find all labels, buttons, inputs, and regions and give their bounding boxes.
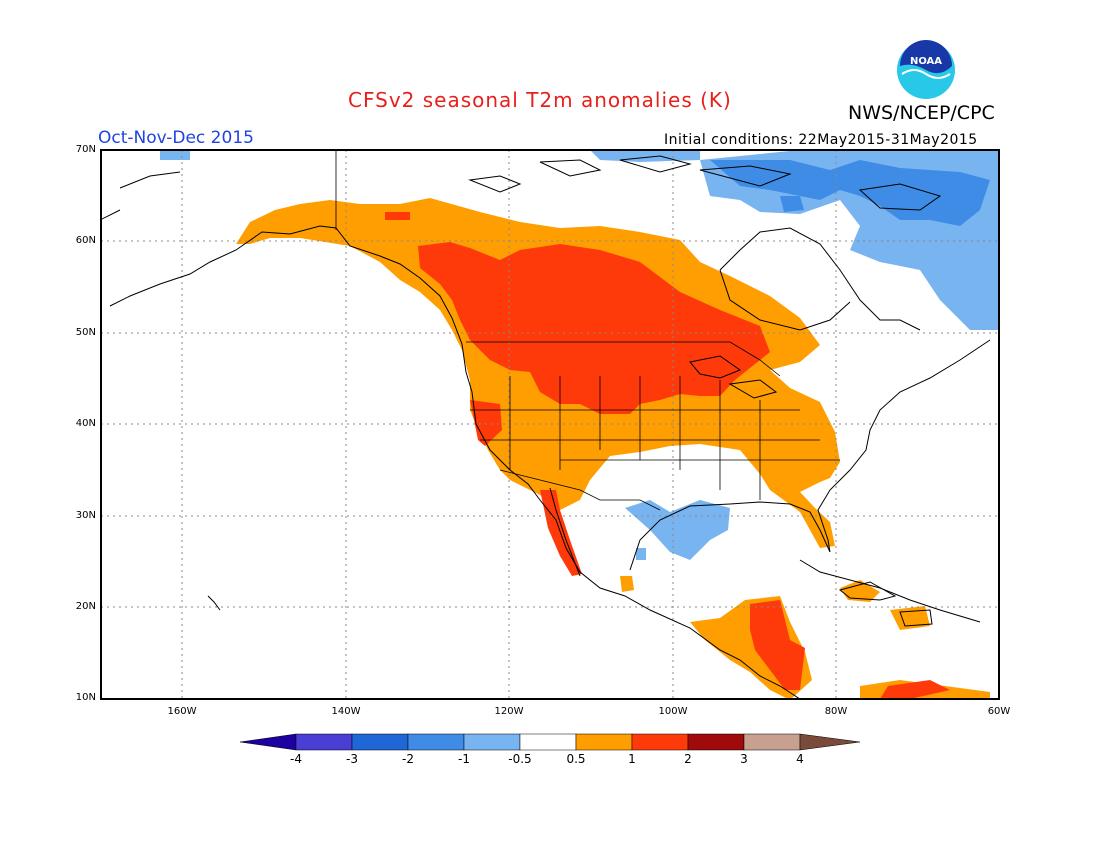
map-title: CFSv2 seasonal T2m anomalies (K) bbox=[348, 88, 732, 112]
lon-label-80w: 80W bbox=[824, 706, 848, 717]
season-label: Oct-Nov-Dec 2015 bbox=[98, 128, 254, 148]
colorbar-label: 0.5 bbox=[566, 752, 586, 766]
political-borders bbox=[335, 150, 840, 511]
lon-label-60w: 60W bbox=[987, 706, 1011, 717]
colorbar-arrow-min bbox=[239, 733, 297, 751]
colorbar-swatch bbox=[295, 733, 353, 751]
colorbar-label: 1 bbox=[628, 752, 636, 766]
colorbar-swatch bbox=[631, 733, 689, 751]
lat-label-10n: 10N bbox=[75, 692, 96, 703]
lat-label-50n: 50N bbox=[75, 327, 96, 338]
lon-label-160w: 160W bbox=[167, 706, 197, 717]
lat-label-40n: 40N bbox=[75, 418, 96, 429]
agency-label: NWS/NCEP/CPC bbox=[848, 102, 995, 124]
colorbar-swatch bbox=[463, 733, 521, 751]
colorbar-arrow-max bbox=[799, 733, 861, 751]
colorbar-label: 4 bbox=[796, 752, 804, 766]
lat-label-70n: 70N bbox=[75, 144, 96, 155]
colorbar-swatch bbox=[575, 733, 633, 751]
lon-label-100w: 100W bbox=[658, 706, 688, 717]
colorbar-label: -3 bbox=[346, 752, 358, 766]
colorbar-swatch bbox=[519, 733, 577, 751]
colorbar-label: 3 bbox=[740, 752, 748, 766]
colorbar-label: -1 bbox=[458, 752, 470, 766]
coastlines bbox=[101, 155, 991, 699]
colorbar-label: -4 bbox=[290, 752, 302, 766]
lat-label-60n: 60N bbox=[75, 235, 96, 246]
lat-label-20n: 20N bbox=[75, 601, 96, 612]
lat-label-30n: 30N bbox=[75, 510, 96, 521]
initial-conditions-label: Initial conditions: 22May2015-31May2015 bbox=[664, 132, 978, 148]
colorbar-swatch bbox=[743, 733, 801, 751]
colorbar-swatch bbox=[407, 733, 465, 751]
map-frame bbox=[100, 149, 1000, 700]
lon-label-120w: 120W bbox=[494, 706, 524, 717]
lon-label-140w: 140W bbox=[331, 706, 361, 717]
colorbar-label: -0.5 bbox=[508, 752, 532, 766]
colorbar-swatch bbox=[351, 733, 409, 751]
colorbar-label: 2 bbox=[684, 752, 692, 766]
colorbar-label: -2 bbox=[402, 752, 414, 766]
noaa-logo-text: NOAA bbox=[910, 56, 942, 67]
noaa-logo: NOAA bbox=[897, 40, 955, 99]
colorbar-swatch bbox=[687, 733, 745, 751]
